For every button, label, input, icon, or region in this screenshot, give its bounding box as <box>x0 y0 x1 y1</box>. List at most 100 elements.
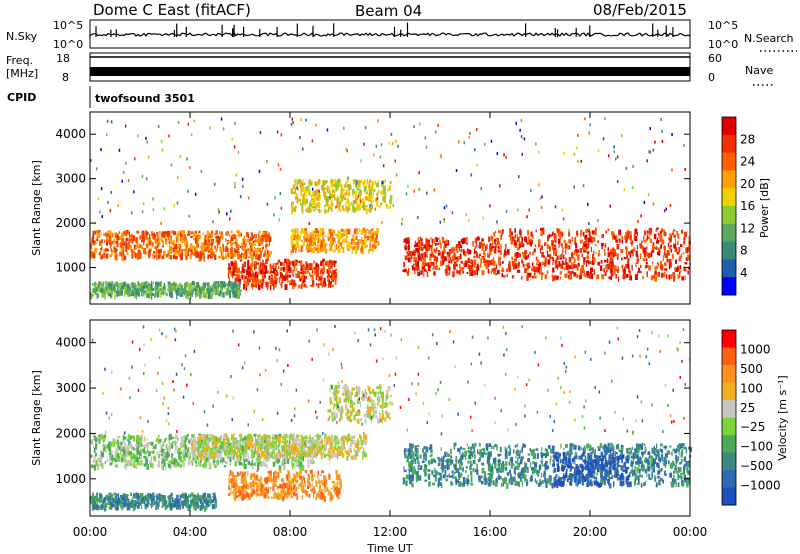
power-echo-cell <box>517 261 520 267</box>
power-echo-cell <box>481 256 485 259</box>
power-echo-cell <box>163 250 166 256</box>
power-echo-cell <box>208 286 211 292</box>
power-echo-cell <box>321 229 324 233</box>
power-echo-cell <box>684 275 686 281</box>
power-echo-cell <box>309 183 311 186</box>
power-echo-cell <box>341 185 343 191</box>
power-scatter-cell <box>535 142 537 146</box>
power-echo-cell <box>307 247 309 253</box>
power-echo-cell <box>636 245 638 250</box>
velocity-echo-cell <box>251 436 254 441</box>
power-echo-cell <box>522 261 524 266</box>
power-echo-cell <box>673 229 676 232</box>
power-echo-cell <box>109 238 112 242</box>
power-echo-cell <box>196 233 198 237</box>
power-echo-cell <box>154 237 157 240</box>
power-scatter-cell <box>231 137 233 141</box>
power-echo-cell <box>463 263 466 267</box>
power-echo-cell <box>264 236 268 241</box>
power-echo-cell <box>268 275 271 280</box>
power-echo-cell <box>593 257 596 263</box>
power-echo-cell <box>455 244 459 249</box>
power-echo-cell <box>568 238 571 242</box>
power-echo-cell <box>656 240 660 244</box>
velocity-echo-cell <box>119 456 121 462</box>
power-echo-cell <box>233 288 237 291</box>
velocity-echo-cell <box>197 461 200 466</box>
power-echo-cell <box>591 230 595 235</box>
power-echo-cell <box>315 271 319 277</box>
power-echo-cell <box>531 232 533 235</box>
power-echo-cell <box>414 240 416 244</box>
power-echo-cell <box>484 259 488 264</box>
power-scatter-cell <box>615 157 617 161</box>
power-echo-cell <box>504 249 506 256</box>
power-echo-cell <box>376 233 378 240</box>
power-echo-cell <box>115 234 117 238</box>
power-echo-cell <box>200 255 203 260</box>
power-echo-cell <box>137 252 140 257</box>
power-scatter-cell <box>359 199 362 203</box>
velocity-echo-cell <box>249 433 252 437</box>
velocity-echo-cell <box>251 448 254 454</box>
power-echo-cell <box>97 231 100 234</box>
power-echo-cell <box>292 260 295 267</box>
power-echo-cell <box>248 271 252 277</box>
power-scatter-cell <box>375 197 377 201</box>
velocity-echo-cell <box>121 457 124 462</box>
power-echo-cell <box>636 259 640 262</box>
power-colorbar-tick: 24 <box>740 155 755 169</box>
velocity-echo-cell <box>314 435 317 438</box>
velocity-echo-cell <box>360 436 362 440</box>
velocity-echo-cell <box>212 441 214 445</box>
power-echo-cell <box>295 237 298 243</box>
power-echo-cell <box>181 292 184 297</box>
power-echo-cell <box>676 231 678 236</box>
power-echo-cell <box>524 255 528 260</box>
power-echo-cell <box>332 249 336 253</box>
power-echo-cell <box>533 276 537 279</box>
velocity-echo-cell <box>305 451 308 456</box>
velocity-echo-cell <box>265 445 268 449</box>
power-echo-cell <box>255 285 257 288</box>
power-echo-cell <box>428 239 431 242</box>
power-echo-cell <box>120 292 123 296</box>
power-echo-cell <box>152 254 154 259</box>
power-echo-cell <box>376 227 378 233</box>
power-echo-cell <box>639 271 642 274</box>
power-echo-cell <box>122 246 125 251</box>
power-echo-cell <box>636 232 638 236</box>
power-echo-cell <box>292 201 294 206</box>
velocity-echo-cell <box>209 455 212 459</box>
power-echo-cell <box>528 236 530 241</box>
power-echo-cell <box>254 281 257 288</box>
power-echo-cell <box>269 236 272 242</box>
power-scatter-cell <box>563 151 565 155</box>
power-echo-cell <box>100 233 102 236</box>
power-echo-cell <box>552 244 555 251</box>
velocity-echo-cell <box>148 441 151 445</box>
velocity-echo-cell <box>338 446 340 449</box>
power-echo-cell <box>232 242 235 245</box>
power-scatter-cell <box>390 132 393 136</box>
power-echo-cell <box>104 293 106 296</box>
power-echo-cell <box>172 254 176 259</box>
power-echo-cell <box>132 235 135 242</box>
power-echo-cell <box>414 259 418 262</box>
velocity-echo-cell <box>93 447 96 453</box>
power-echo-cell <box>329 240 333 247</box>
power-echo-cell <box>158 239 161 245</box>
power-echo-cell <box>294 188 297 194</box>
velocity-echo-cell <box>100 435 104 439</box>
velocity-echo-cell <box>294 438 297 444</box>
power-scatter-cell <box>193 119 195 123</box>
power-echo-cell <box>483 258 486 264</box>
power-echo-cell <box>213 282 216 288</box>
velocity-echo-cell <box>227 445 230 448</box>
power-echo-cell <box>625 232 627 237</box>
power-echo-cell <box>322 180 326 185</box>
power-echo-cell <box>157 254 160 259</box>
power-echo-cell <box>100 281 102 287</box>
velocity-echo-cell <box>342 446 345 450</box>
power-echo-cell <box>364 196 368 200</box>
